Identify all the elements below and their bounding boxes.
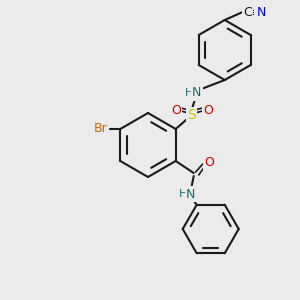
Text: O: O [204, 155, 214, 169]
Text: C: C [243, 5, 252, 19]
Text: O: O [171, 103, 181, 116]
Text: S: S [187, 108, 196, 122]
Text: O: O [203, 103, 213, 116]
Text: N: N [192, 86, 201, 100]
Text: N: N [257, 5, 266, 19]
Text: H: H [184, 88, 193, 98]
Text: Br: Br [93, 122, 107, 136]
Text: N: N [186, 188, 195, 200]
Text: H: H [178, 189, 187, 199]
